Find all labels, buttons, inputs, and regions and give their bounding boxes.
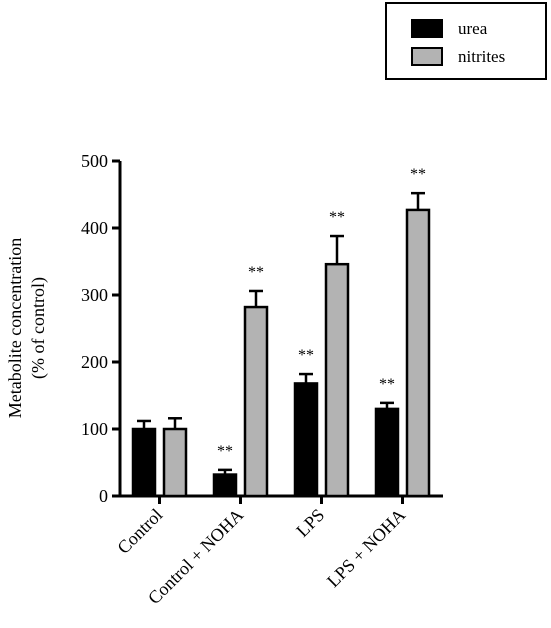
bar-nitrites xyxy=(324,262,350,498)
y-axis-title: Metabolite concentration xyxy=(5,238,25,418)
bar-urea xyxy=(212,473,238,498)
bar-urea xyxy=(131,427,157,498)
legend-label-urea: urea xyxy=(458,19,488,38)
significance-label: ** xyxy=(329,209,345,226)
y-tick-label: 100 xyxy=(81,419,108,439)
legend: urea nitrites xyxy=(385,2,547,80)
bar-urea xyxy=(293,382,319,498)
bar-urea xyxy=(374,407,400,498)
y-tick-label: 0 xyxy=(99,486,108,506)
legend-box xyxy=(385,2,547,80)
x-tick-label: LPS xyxy=(292,505,328,541)
significance-label: ** xyxy=(379,376,395,393)
y-tick-label: 300 xyxy=(81,285,108,305)
y-tick-label: 200 xyxy=(81,352,108,372)
bar-nitrites xyxy=(405,208,431,498)
bar-nitrites xyxy=(162,427,188,498)
significance-label: ** xyxy=(248,264,264,281)
legend-swatch-urea xyxy=(411,19,443,38)
bar-nitrites xyxy=(243,305,269,498)
x-tick-label: LPS + NOHA xyxy=(323,505,409,591)
significance-label: ** xyxy=(410,166,426,183)
significance-label: ** xyxy=(217,443,233,460)
y-tick-label: 500 xyxy=(81,151,108,171)
legend-label-nitrites: nitrites xyxy=(458,47,505,66)
significance-label: ** xyxy=(298,347,314,364)
y-axis-subtitle: (% of control) xyxy=(28,277,49,379)
y-tick-label: 400 xyxy=(81,218,108,238)
legend-swatch-nitrites xyxy=(411,47,443,66)
x-tick-label: Control xyxy=(113,505,166,558)
